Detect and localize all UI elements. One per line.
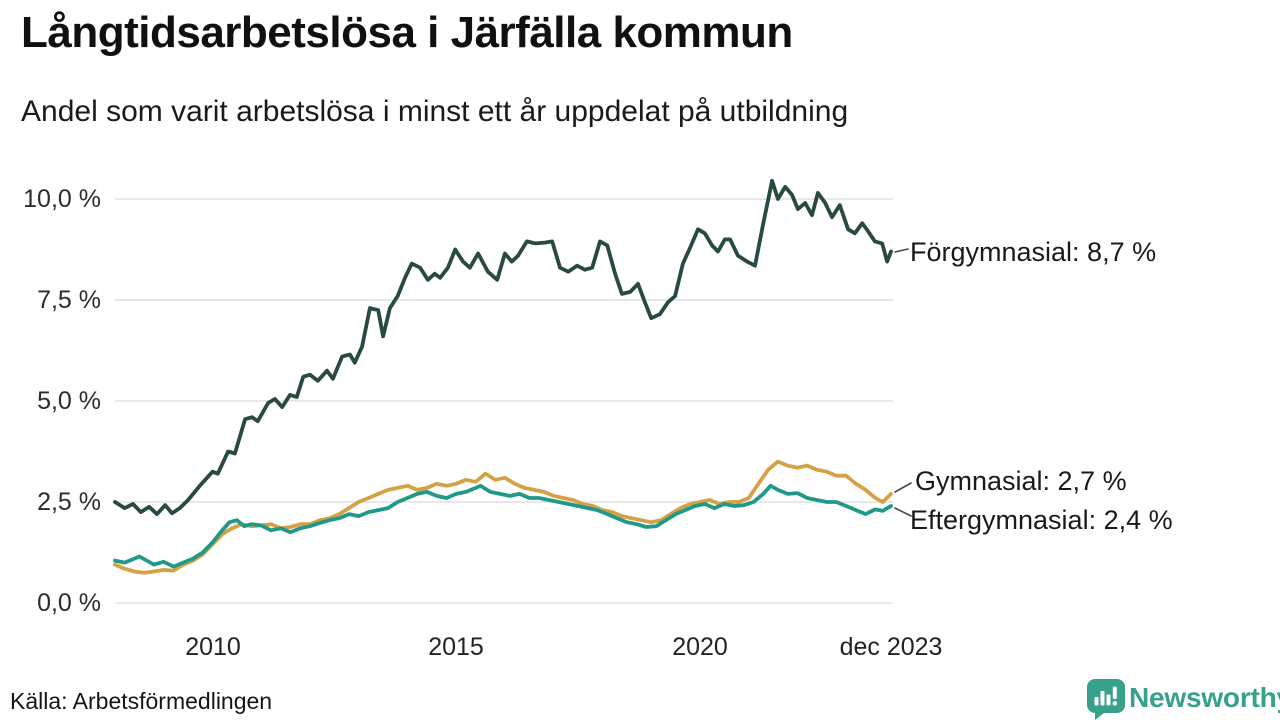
x-axis-tick-dec2023: dec 2023 bbox=[839, 633, 943, 661]
newsworthy-logo: Newsworthy bbox=[1086, 678, 1280, 720]
gridlines bbox=[115, 198, 893, 604]
x-axis-tick-2015: 2015 bbox=[428, 633, 484, 661]
series-label-forgymnasial: Förgymnasial: 8,7 % bbox=[910, 237, 1157, 267]
y-axis-tick-50: 5,0 % bbox=[37, 387, 101, 415]
series-lines bbox=[113, 178, 893, 575]
y-axis-tick-25: 2,5 % bbox=[37, 488, 101, 516]
source-note: Källa: Arbetsförmedlingen bbox=[10, 688, 273, 714]
page-title: Långtidsarbetslösa i Järfälla kommun bbox=[21, 8, 793, 57]
x-axis-tick-2020: 2020 bbox=[672, 633, 728, 661]
y-axis-tick-00: 0,0 % bbox=[37, 589, 101, 617]
y-axis-tick-100: 10,0 % bbox=[23, 185, 101, 213]
newsworthy-bubble-chart-icon bbox=[1087, 679, 1125, 720]
x-axis-tick-2010: 2010 bbox=[185, 633, 241, 661]
y-axis-tick-75: 7,5 % bbox=[37, 286, 101, 314]
series-label-eftergymnasial: Eftergymnasial: 2,4 % bbox=[910, 505, 1173, 535]
newsworthy-wordmark: Newsworthy bbox=[1129, 682, 1280, 713]
series-label-gymnasial: Gymnasial: 2,7 % bbox=[915, 466, 1127, 496]
chart-subtitle: Andel som varit arbetslösa i minst ett å… bbox=[21, 95, 849, 128]
label-connectors bbox=[894, 248, 912, 517]
